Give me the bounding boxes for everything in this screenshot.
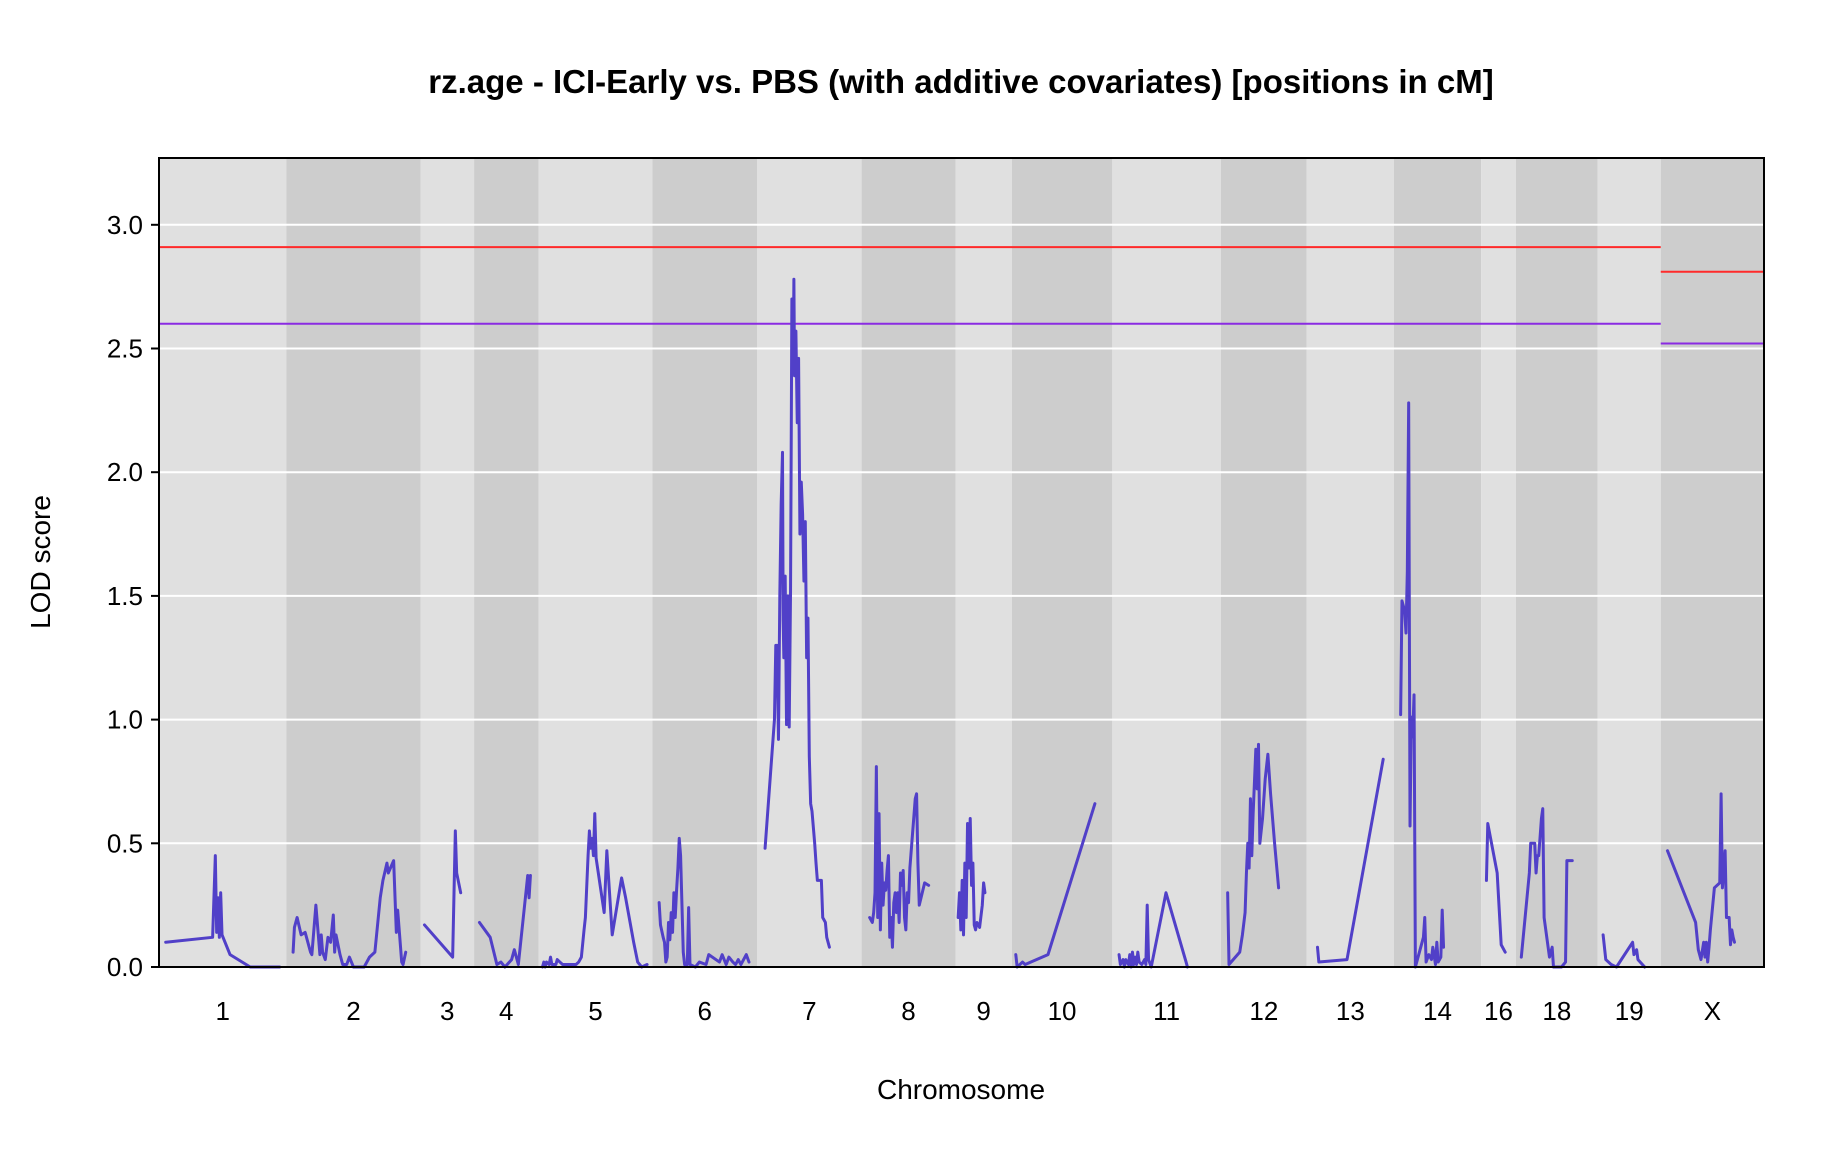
chart-title: rz.age - ICI-Early vs. PBS (with additiv… [428, 63, 1493, 100]
lod-curve-chr-6 [657, 836, 751, 969]
lod-series [164, 277, 1736, 969]
lod-curve-chr-13 [1316, 757, 1385, 964]
x-tick-label-10: 10 [1048, 996, 1077, 1026]
x-tick-label-19: 19 [1615, 996, 1644, 1026]
chromosome-band-9 [955, 158, 1012, 967]
y-axis-ticks: 0.0 0.5 1.0 1.5 2.0 2.5 3.0 [107, 210, 159, 982]
y-tick-label-1.0: 1.0 [107, 705, 143, 735]
x-tick-label-5: 5 [588, 996, 602, 1026]
x-tick-label-6: 6 [697, 996, 711, 1026]
chromosome-band-12 [1220, 158, 1307, 967]
y-tick-label-2.0: 2.0 [107, 457, 143, 487]
x-tick-label-16: 16 [1484, 996, 1513, 1026]
chromosome-band-1 [159, 158, 287, 967]
x-tick-label-7: 7 [802, 996, 816, 1026]
x-tick-label-9: 9 [976, 996, 990, 1026]
y-tick-label-3.0: 3.0 [107, 210, 143, 240]
lod-curve-chr-11 [1117, 891, 1189, 969]
chromosome-band-13 [1306, 158, 1394, 967]
chromosome-band-18 [1515, 158, 1598, 967]
x-tick-label-8: 8 [901, 996, 915, 1026]
x-tick-label-2: 2 [346, 996, 360, 1026]
chromosome-band-2 [286, 158, 421, 967]
lod-curve-chr-14 [1399, 401, 1446, 969]
lod-curve-chr-5 [540, 812, 649, 969]
x-tick-label-4: 4 [499, 996, 513, 1026]
x-tick-label-12: 12 [1249, 996, 1278, 1026]
x-tick-label-X: X [1704, 996, 1721, 1026]
x-tick-label-11: 11 [1153, 996, 1180, 1026]
lod-curve-chr-18 [1519, 807, 1574, 969]
x-tick-label-3: 3 [440, 996, 454, 1026]
lod-curve-chr-4 [477, 873, 532, 969]
lod-curve-chr-7 [763, 277, 831, 949]
lod-curve-chr-16 [1484, 822, 1507, 954]
x-axis-label: Chromosome [877, 1074, 1045, 1105]
chromosome-band-3 [420, 158, 475, 967]
x-tick-label-13: 13 [1336, 996, 1365, 1026]
y-tick-label-1.5: 1.5 [107, 581, 143, 611]
lod-curve-chr-19 [1601, 933, 1647, 969]
chromosome-band-6 [652, 158, 758, 967]
lod-curve-chr-10 [1014, 802, 1097, 969]
chromosome-band-7 [757, 158, 862, 967]
x-tick-label-18: 18 [1542, 996, 1571, 1026]
chromosome-band-X [1660, 158, 1764, 967]
chromosome-band-10 [1011, 158, 1113, 967]
y-axis-label: LOD score [25, 495, 56, 629]
lod-curve-chr-1 [164, 854, 282, 969]
y-tick-label-0.0: 0.0 [107, 952, 143, 982]
chromosome-band-4 [474, 158, 539, 967]
x-axis-ticks: 1 2 3 4 5 6 7 8 9 10 11 12 13 14 16 18 19 X [215, 996, 1721, 1026]
y-tick-label-2.5: 2.5 [107, 333, 143, 363]
plot-frame [158, 157, 1765, 968]
lod-curve-chr-9 [956, 817, 987, 937]
threshold-lines [159, 246, 1764, 345]
lod-curve-chr-12 [1226, 742, 1281, 967]
x-tick-label-14: 14 [1423, 996, 1452, 1026]
lod-curve-chr-2 [291, 859, 408, 969]
chromosome-bands [159, 158, 1764, 967]
lod-curve-chr-8 [868, 765, 931, 949]
chromosome-band-19 [1597, 158, 1661, 967]
lod-curve-chr-3 [422, 829, 463, 959]
lod-curve-chr-X [1665, 792, 1736, 964]
x-tick-label-1: 1 [215, 996, 229, 1026]
y-tick-label-0.5: 0.5 [107, 828, 143, 858]
chromosome-band-11 [1112, 158, 1221, 967]
